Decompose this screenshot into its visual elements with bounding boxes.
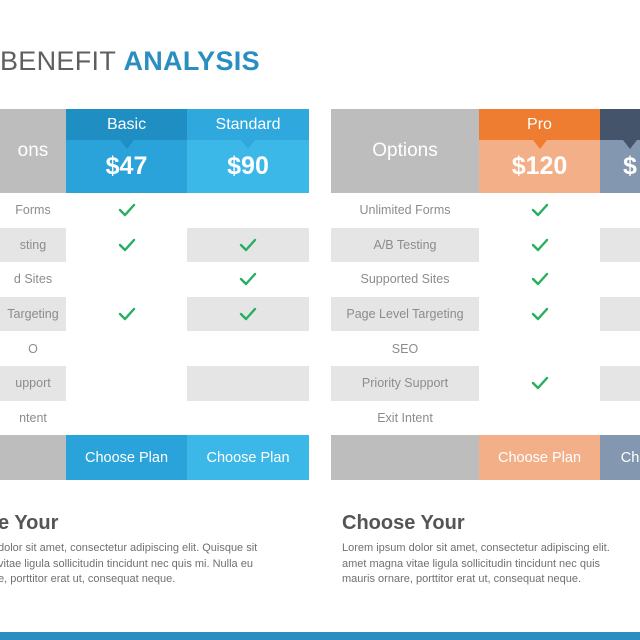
left-feature-label: sting: [19, 237, 47, 252]
left-plan-price-1: $90: [187, 140, 309, 193]
check-icon: [66, 193, 187, 228]
right-plan-price-1: $: [600, 140, 640, 193]
right-row-shade: [331, 296, 479, 332]
left-feature-label: Forms: [15, 203, 51, 218]
left-feature-label: O: [28, 341, 38, 356]
right-row-shade: [331, 366, 479, 401]
right-plan-name-0: Pro: [479, 109, 600, 140]
right-choose-plan-button-1[interactable]: Ch: [600, 435, 640, 481]
left-paragraph-line: e, porttitor erat ut, consequat neque.: [0, 573, 176, 585]
left-plan-name-1: Standard: [187, 109, 309, 140]
check-icon: [479, 297, 600, 332]
right-options-header: Options: [331, 109, 479, 193]
right-paragraph-line: amet magna vitae ligula sollicitudin tin…: [342, 557, 601, 570]
right-row-shade: [600, 296, 640, 332]
right-row-shade: [600, 227, 640, 263]
left-row-shade: [0, 227, 66, 263]
price-value: $47: [105, 152, 148, 180]
left-options-header: ons: [0, 109, 66, 193]
right-feature-label: Exit Intent: [377, 410, 433, 425]
left-paragraph-line: vitae ligula sollicitudin tincidunt nec …: [0, 557, 253, 570]
check-icon: [66, 297, 187, 332]
page-title: BENEFIT ANALYSIS: [0, 46, 260, 86]
check-icon: [187, 228, 309, 263]
left-choose-plan-button-1[interactable]: Choose Plan: [187, 435, 309, 481]
left-paragraph-line: dolor sit amet, consectetur adipiscing e…: [0, 542, 258, 554]
left-plan-name-0: Basic: [66, 109, 187, 140]
right-feature-label: A/B Testing: [373, 237, 437, 252]
left-choose-plan-button-0[interactable]: Choose Plan: [66, 435, 187, 481]
check-icon: [66, 228, 187, 263]
left-row-shade: [0, 366, 66, 401]
price-value: $90: [227, 152, 269, 180]
right-choose-plan-button-0[interactable]: Choose Plan: [479, 435, 600, 481]
check-icon: [187, 262, 309, 297]
price-notch: [119, 140, 134, 149]
right-plan-name-1: [600, 109, 640, 140]
right-row-shade: [600, 366, 640, 401]
left-feature-label: Targeting: [7, 307, 59, 322]
check-icon: [187, 297, 309, 332]
right-footer-blank: [331, 435, 479, 481]
right-feature-label: Unlimited Forms: [359, 203, 451, 218]
check-icon: [479, 366, 600, 401]
left-feature-label: ntent: [19, 410, 47, 425]
right-feature-label: Page Level Targeting: [346, 307, 464, 322]
check-icon: [479, 228, 600, 263]
pricing-table-right: Options Pro $120 $ Unlimited Forms A/B Testin…: [331, 109, 640, 481]
right-paragraph-line: Lorem ipsum dolor sit amet, consectetur …: [342, 542, 610, 554]
right-feature-label: Supported Sites: [360, 272, 450, 287]
price-notch: [532, 140, 547, 149]
title-benefit: BENEFIT: [0, 46, 116, 76]
right-plan-price-0: $120: [479, 140, 600, 193]
left-row-shade: [0, 296, 66, 332]
right-section-paragraph: Lorem ipsum dolor sit amet, consectetur …: [342, 541, 610, 588]
left-footer-blank: [0, 435, 66, 481]
pricing-table-left: ons Basic $47 Standard $90 Forms sting d Sites T…: [0, 109, 309, 481]
right-feature-label: Priority Support: [361, 376, 449, 391]
price-notch: [623, 140, 637, 149]
check-icon: [479, 262, 600, 297]
left-feature-label: d Sites: [13, 272, 53, 287]
left-row-shade: [187, 227, 309, 263]
title-analysis: ANALYSIS: [123, 46, 260, 76]
left-section-heading: e Your: [0, 512, 59, 534]
left-feature-label: upport: [15, 376, 51, 391]
right-row-shade: [331, 227, 479, 263]
price-value: $120: [511, 152, 568, 180]
left-section-paragraph: dolor sit amet, consectetur adipiscing e…: [0, 541, 257, 588]
check-icon: [479, 193, 600, 228]
right-feature-label: SEO: [391, 341, 419, 356]
price-value: $: [623, 152, 637, 180]
left-plan-price-0: $47: [66, 140, 187, 193]
bottom-accent-bar: [0, 632, 640, 640]
right-section-heading: Choose Your: [342, 512, 465, 534]
price-notch: [241, 140, 255, 149]
right-paragraph-line: mauris ornare, porttitor erat ut, conseq…: [342, 573, 582, 585]
left-row-shade: [187, 366, 309, 401]
left-row-shade: [187, 296, 309, 332]
